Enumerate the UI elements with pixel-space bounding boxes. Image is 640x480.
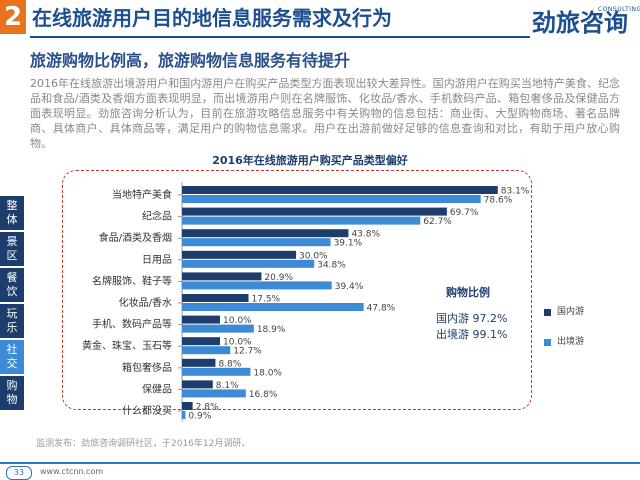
data-label: 12.7%	[233, 347, 262, 357]
source-note: 监测发布：劲旅咨询调研社区，于2016年12月调研。	[36, 439, 251, 449]
data-label: 8.1%	[216, 381, 239, 391]
side-nav-label: 餐饮	[6, 271, 18, 298]
side-nav-label: 玩乐	[6, 307, 18, 334]
category-label: 食品/酒类及香烟	[99, 231, 172, 244]
category-label: 什么都没买	[122, 405, 172, 417]
data-label: 10.0%	[223, 316, 252, 326]
data-label: 39.4%	[335, 282, 364, 292]
section-subtitle: 旅游购物比例高，旅游购物信息服务有待提升	[30, 51, 351, 70]
footer-divider	[0, 462, 640, 464]
side-nav-label: 社交	[6, 343, 18, 370]
bar-outbound	[182, 195, 481, 203]
data-label: 43.8%	[351, 230, 380, 240]
bar-domestic	[182, 294, 249, 302]
category-label: 箱包奢侈品	[122, 361, 172, 374]
data-label: 17.5%	[252, 295, 281, 305]
category-label: 手机、数码产品等	[92, 318, 172, 331]
bar-domestic	[182, 358, 216, 367]
side-nav-label: 购物	[6, 379, 18, 406]
bar-domestic	[182, 229, 349, 238]
header-divider	[30, 36, 530, 38]
bar-outbound	[182, 281, 332, 290]
purchase-ratio-outbound: 出境游 99.1%	[436, 328, 508, 341]
bar-outbound	[182, 216, 421, 225]
data-label: 62.7%	[423, 217, 452, 227]
bar-outbound	[182, 238, 331, 247]
page-title: 在线旅游用户目的地信息服务需求及行为	[32, 6, 392, 30]
category-label: 当地特产美食	[112, 188, 172, 201]
category-label: 黄金、珠宝、玉石等	[82, 339, 172, 352]
legend-item-outbound: 出境游	[544, 336, 584, 348]
bar-domestic	[182, 402, 193, 410]
side-nav-item[interactable]: 玩乐	[0, 304, 24, 338]
category-label: 日用品	[142, 254, 172, 266]
data-label: 10.0%	[223, 338, 252, 348]
category-label: 名牌服饰、鞋子等	[92, 274, 172, 287]
side-nav-label: 整体	[6, 199, 18, 226]
bar-outbound	[182, 367, 251, 376]
legend-label-outbound: 出境游	[557, 337, 585, 347]
purchase-ratio-domestic: 国内游 97.2%	[436, 312, 508, 325]
data-label: 39.1%	[334, 239, 363, 249]
bar-domestic	[182, 272, 262, 281]
data-label: 18.0%	[253, 368, 282, 378]
legend-swatch-domestic	[544, 308, 551, 316]
bar-domestic	[182, 380, 213, 389]
data-label: 83.1%	[501, 187, 530, 197]
data-label: 16.8%	[249, 390, 278, 400]
data-label: 18.9%	[257, 325, 286, 335]
category-label: 纪念品	[142, 210, 172, 223]
side-nav-item[interactable]: 景区	[0, 232, 24, 266]
side-nav-label: 景区	[6, 235, 18, 262]
footer-url[interactable]: www.ctcnn.com	[40, 467, 104, 476]
bar-outbound	[182, 411, 186, 419]
logo-text: 劲旅咨询	[532, 9, 628, 37]
bar-domestic	[182, 337, 220, 346]
legend-label-domestic: 国内游	[557, 307, 585, 317]
side-nav-item[interactable]: 购物	[0, 376, 24, 410]
footer-page-number: 33	[6, 466, 32, 480]
logo-subtext: CONSULTING	[598, 6, 640, 13]
bar-outbound	[182, 303, 364, 311]
data-label: 8.8%	[218, 359, 241, 369]
bar-domestic	[182, 315, 220, 324]
company-logo: 劲旅咨询 CONSULTING	[532, 6, 640, 44]
data-label: 20.9%	[264, 273, 293, 283]
data-label: 69.7%	[450, 208, 479, 218]
data-label: 34.8%	[317, 260, 346, 270]
bar-domestic	[182, 250, 296, 259]
bar-domestic	[182, 186, 498, 194]
chart-title: 2016年在线旅游用户购买产品类型偏好	[212, 154, 408, 167]
bar-outbound	[182, 346, 231, 355]
category-label: 保健品	[142, 382, 172, 395]
chart-frame	[62, 170, 532, 410]
side-nav-item[interactable]: 整体	[0, 196, 24, 230]
side-nav-item[interactable]: 社交	[0, 340, 24, 374]
category-label: 化妆品/香水	[119, 296, 172, 309]
side-nav-item[interactable]: 餐饮	[0, 268, 24, 302]
data-label: 47.8%	[367, 304, 396, 314]
data-label: 78.6%	[484, 196, 513, 206]
legend-item-domestic: 国内游	[544, 306, 584, 318]
section-number-badge: 2	[0, 0, 26, 34]
data-label: 30.0%	[299, 251, 328, 261]
side-nav: 整体景区餐饮玩乐社交购物	[0, 196, 26, 416]
body-paragraph: 2016年在线旅游出境游用户和国内游用户在购买产品类型方面表现出较大差异性。国内…	[30, 77, 620, 150]
data-label: 0.9%	[188, 412, 211, 422]
data-label: 2.8%	[196, 403, 219, 413]
legend-swatch-outbound	[544, 338, 551, 346]
bar-outbound	[182, 259, 315, 268]
bar-outbound	[182, 324, 254, 333]
bar-outbound	[182, 389, 246, 398]
purchase-ratio-title: 购物比例	[446, 286, 490, 299]
bar-domestic	[182, 207, 447, 216]
